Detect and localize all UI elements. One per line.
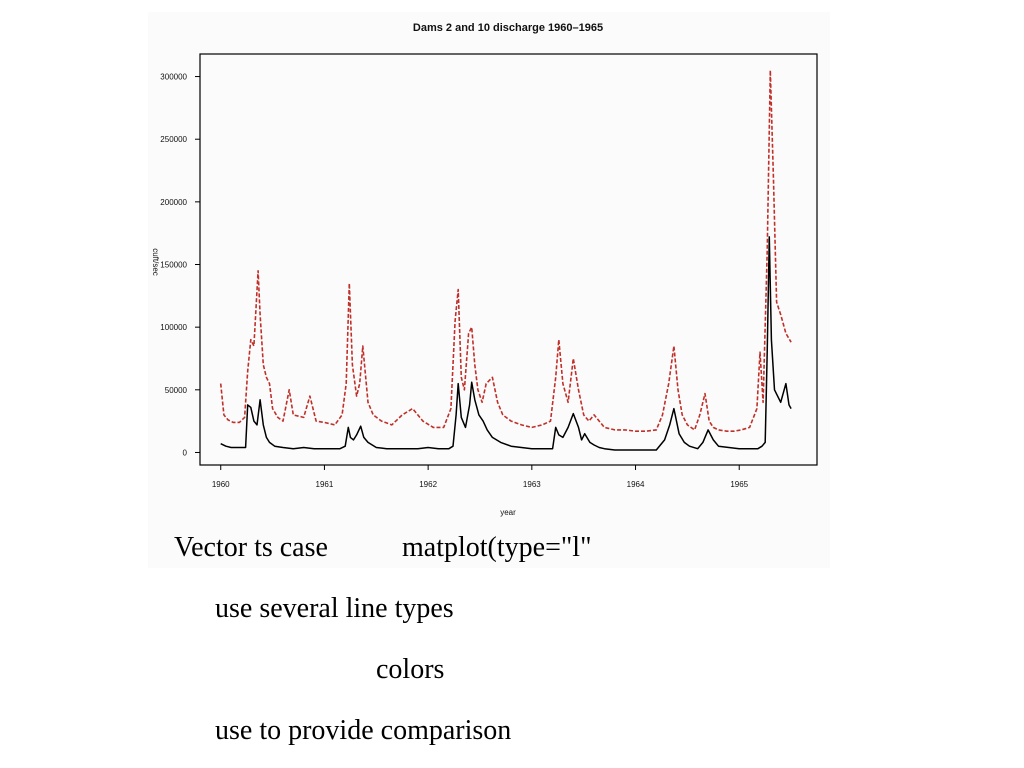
y-tick-label: 0: [183, 448, 188, 457]
series-line-1: [220, 236, 792, 451]
series-layer: [219, 69, 792, 451]
plot-frame: [199, 53, 818, 466]
figure-panel: [148, 12, 830, 568]
caption-matplot: matplot(type="l": [402, 532, 592, 563]
x-axis: 1960 1961 1962 1963 1964 1965: [212, 465, 749, 489]
chart-title: Dams 2 and 10 discharge 1960–1965: [413, 22, 603, 34]
x-tick-label: 1965: [730, 480, 748, 489]
x-tick-label: 1964: [627, 480, 645, 489]
caption-colors: colors: [376, 654, 445, 685]
y-tick-label: 150000: [160, 261, 187, 270]
caption-comparison: use to provide comparison: [215, 715, 512, 746]
x-tick-label: 1960: [212, 480, 230, 489]
y-tick-label: 50000: [165, 386, 188, 395]
y-tick-label: 100000: [160, 323, 187, 332]
y-tick-label: 250000: [160, 135, 187, 144]
caption-line-types: use several line types: [215, 593, 454, 624]
y-axis-label: cuft/sec: [151, 248, 160, 276]
y-tick-label: 200000: [160, 198, 187, 207]
x-tick-label: 1962: [419, 480, 437, 489]
y-tick-label: 300000: [160, 73, 187, 82]
x-tick-label: 1963: [523, 480, 541, 489]
chart: Dams 2 and 10 discharge 1960–1965 0 50000…: [151, 22, 818, 517]
caption-vector-ts-case: Vector ts case: [174, 532, 328, 563]
x-tick-label: 1961: [316, 480, 334, 489]
x-axis-label: year: [500, 508, 516, 517]
y-axis: 0 50000 100000 150000 200000 250000 300000: [160, 73, 200, 457]
series-line-2: [219, 69, 792, 432]
